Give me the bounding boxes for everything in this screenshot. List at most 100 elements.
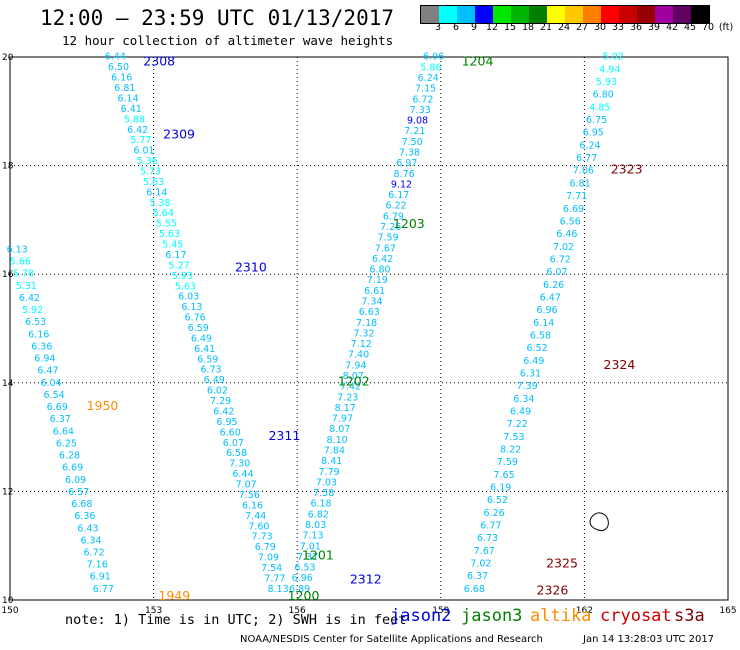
pass-time-label: 1203 <box>393 216 425 231</box>
legend-tick-label: (ft) <box>718 22 734 33</box>
footnote: note: 1) Time is in UTC; 2) SWH is in fe… <box>65 612 407 628</box>
wave-height-value: 6.09 <box>65 475 86 486</box>
wave-height-value: 7.09 <box>258 553 279 564</box>
wave-height-value: 5.77 <box>130 135 151 146</box>
wave-height-value: 7.29 <box>210 396 231 407</box>
wave-height-value: 6.26 <box>484 508 505 519</box>
legend-tick-label: 42 <box>665 22 679 33</box>
legend-swatch <box>565 6 583 23</box>
wave-height-value: 7.54 <box>261 563 282 574</box>
wave-height-value: 6.53 <box>294 563 315 574</box>
pass-time-label: 2324 <box>604 357 636 372</box>
wave-height-value: 8.07 <box>329 424 350 435</box>
wave-height-value: 7.30 <box>229 459 250 470</box>
wave-height-value: 7.97 <box>332 414 353 425</box>
wave-height-value: 5.38 <box>149 198 170 209</box>
wave-height-value: 5.66 <box>10 257 31 268</box>
wave-height-value: 8.10 <box>327 435 348 446</box>
wave-height-value: 6.82 <box>308 509 329 520</box>
wave-height-value: 6.73 <box>200 365 221 376</box>
wave-height-value: 7.67 <box>375 243 396 254</box>
legend-tick-label: 30 <box>593 22 607 33</box>
wave-height-value: 6.68 <box>464 584 485 595</box>
wave-height-value: 6.07 <box>546 267 567 278</box>
legend-swatch <box>655 6 673 23</box>
y-tick-label: 10 <box>2 596 14 606</box>
wave-height-value: 6.53 <box>25 317 46 328</box>
wave-height-value: 7.19 <box>367 275 388 286</box>
wave-height-value: 6.25 <box>56 438 77 449</box>
wave-height-value: 7.07 <box>236 480 257 491</box>
wave-height-value: 5.93 <box>172 271 193 282</box>
legend-altika: altika <box>530 606 592 626</box>
wave-height-value: 8.22 <box>500 444 521 455</box>
wave-height-value: 4.85 <box>589 102 610 113</box>
wave-height-value: 6.16 <box>242 500 263 511</box>
page-title: 12:00 – 23:59 UTC 01/13/2017 <box>40 6 395 30</box>
pass-time-label: 2323 <box>611 162 643 177</box>
wave-height-value: 6.36 <box>74 511 95 522</box>
wave-height-value: 6.91 <box>90 572 111 583</box>
legend-tick-label: 45 <box>683 22 697 33</box>
wave-height-value: 6.17 <box>165 250 186 261</box>
wave-height-value: 8.13 <box>267 584 288 595</box>
wave-height-value: 6.96 <box>292 573 313 584</box>
legend-tick-label: 9 <box>470 22 478 33</box>
wave-height-value: 6.94 <box>34 354 55 365</box>
legend-tick-label: 21 <box>539 22 553 33</box>
pass-time-label: 1200 <box>288 588 320 603</box>
generated-timestamp: Jan 14 13:28:03 UTC 2017 <box>583 634 715 645</box>
y-tick-label: 14 <box>2 379 14 389</box>
wave-height-value: 6.79 <box>383 211 404 222</box>
wave-height-value: 6.49 <box>523 356 544 367</box>
wave-height-value: 7.59 <box>377 233 398 244</box>
wave-height-value: 7.13 <box>302 531 323 542</box>
wave-height-value: 7.71 <box>566 191 587 202</box>
pass-time-label: 2309 <box>163 126 195 141</box>
wave-height-value: 6.03 <box>178 292 199 303</box>
legend-swatch <box>601 6 619 23</box>
pass-time-label: 2325 <box>546 555 578 570</box>
wave-height-value: 6.59 <box>197 354 218 365</box>
x-tick-label: 159 <box>432 606 449 616</box>
legend-tick-label: 3 <box>434 22 442 33</box>
legend-jason2: jason2 <box>390 606 452 626</box>
wave-height-value: 6.96 <box>423 52 444 63</box>
legend-swatch <box>529 6 547 23</box>
wave-height-value: 5.88 <box>124 114 145 125</box>
wave-height-value: 5.73 <box>140 166 161 177</box>
legend-swatch <box>583 6 601 23</box>
wave-height-value: 6.47 <box>540 292 561 303</box>
x-tick-label: 153 <box>145 606 162 616</box>
legend-cryosat: cryosat <box>600 606 672 626</box>
wave-height-value: 6.60 <box>220 427 241 438</box>
wave-height-value: 6.47 <box>37 366 58 377</box>
wave-height-value: 6.04 <box>40 378 61 389</box>
wave-height-value: 5.63 <box>175 281 196 292</box>
legend-tick-label: 24 <box>557 22 571 33</box>
legend-swatch <box>457 6 475 23</box>
wave-height-value: 7.34 <box>361 296 382 307</box>
wave-height-value: 6.37 <box>50 414 71 425</box>
wave-height-value: 7.84 <box>324 445 345 456</box>
legend-swatch <box>673 6 691 23</box>
pass-time-label: 2310 <box>235 259 267 274</box>
wave-height-value: 7.44 <box>245 511 266 522</box>
wave-height-value: 6.14 <box>533 318 554 329</box>
wave-height-value: 6.44 <box>105 52 126 63</box>
wave-height-value: 7.16 <box>87 560 108 571</box>
legend-tick-label: 36 <box>629 22 643 33</box>
wave-height-value: 7.58 <box>313 488 334 499</box>
wave-height-value: 6.77 <box>480 521 501 532</box>
wave-height-value: 6.64 <box>53 426 74 437</box>
wave-height-value: 6.63 <box>359 307 380 318</box>
legend-swatch <box>691 6 709 23</box>
y-tick-label: 20 <box>2 53 14 63</box>
legend-swatch <box>475 6 493 23</box>
wave-height-value: 6.58 <box>530 330 551 341</box>
legend-s3a: s3a <box>674 606 705 626</box>
wave-height-value: 7.77 <box>264 573 285 584</box>
x-tick-label: 162 <box>576 606 593 616</box>
wave-height-value: 6.69 <box>47 402 68 413</box>
wave-height-value: 8.07 <box>343 371 364 382</box>
